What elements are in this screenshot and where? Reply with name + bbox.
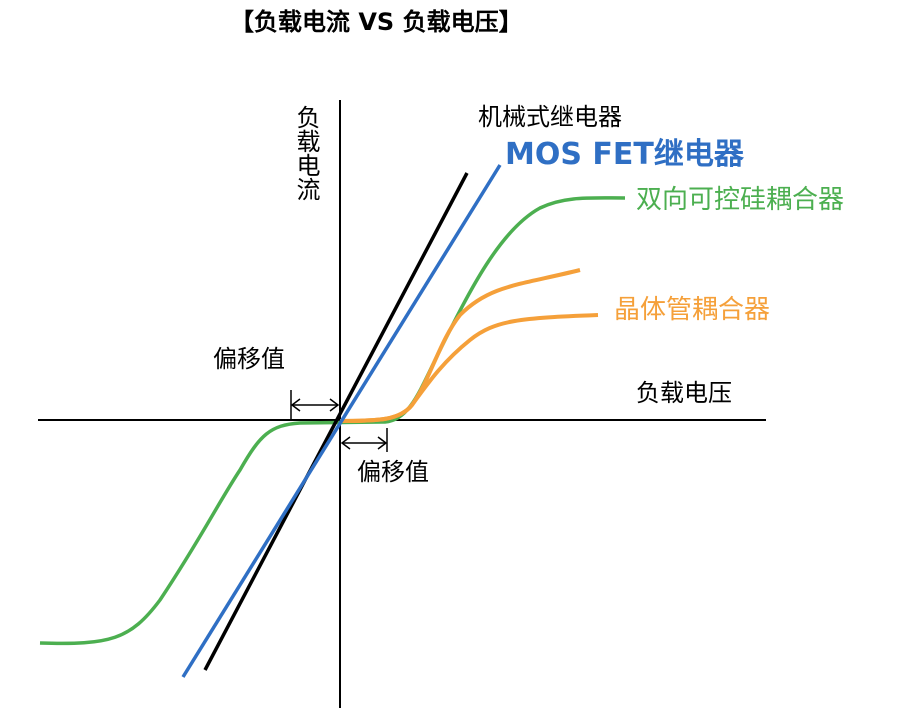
legend-mosfet-relay: MOS FET继电器: [505, 137, 744, 172]
x-axis-label: 负载电压: [636, 379, 732, 407]
mosfet-relay-line: [181, 164, 502, 678]
diagram-title: 【负载电流 VS 负载电压】: [230, 8, 523, 36]
y-axis-label: 负载电流: [292, 105, 320, 201]
legend-mechanical-relay: 机械式继电器: [478, 103, 622, 131]
legend-transistor-coupler: 晶体管耦合器: [614, 295, 771, 325]
transistor-curve-lower: [339, 313, 599, 423]
offset-label-left: 偏移值: [213, 345, 285, 373]
legend-triac-coupler: 双向可控硅耦合器: [636, 185, 845, 215]
offset-arrow-left: [290, 390, 340, 420]
offset-label-right: 偏移值: [357, 458, 429, 486]
offset-arrow-right: [340, 428, 388, 452]
mechanical-relay-line: [203, 172, 469, 671]
